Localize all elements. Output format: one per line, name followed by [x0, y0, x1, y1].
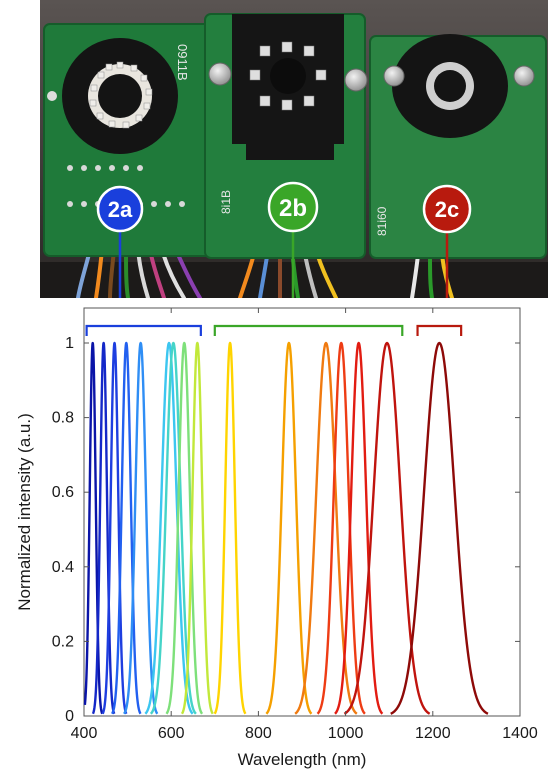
x-tick-label: 800	[245, 725, 272, 742]
board-code-a: 0911B	[175, 44, 190, 81]
spectrum-curve	[144, 341, 194, 715]
badge-2a-label: 2a	[108, 197, 133, 222]
badge-2b: 2b	[267, 181, 319, 298]
spectrum-curve	[101, 341, 128, 715]
group-bracket-2c	[416, 324, 463, 336]
badge-2a: 2a	[96, 185, 144, 298]
board-2c: 81i60	[369, 34, 547, 259]
y-tick-label: 0.2	[52, 633, 74, 650]
x-tick-label: 400	[71, 725, 98, 742]
led-boards-photo: 0911B 8i1B 81i	[40, 0, 548, 298]
spectrum-curve	[294, 341, 358, 715]
spectrum-curve	[343, 341, 431, 715]
x-tick-label: 1400	[502, 725, 538, 742]
spectrum-curve	[123, 341, 159, 715]
spectrum-curve	[83, 341, 104, 715]
spectrum-curve	[165, 341, 204, 715]
spectrum-curve	[91, 341, 116, 715]
board-code-c: 81i60	[375, 206, 389, 236]
spectrum-curve	[213, 341, 247, 715]
spectral-curves	[83, 341, 489, 715]
spectrum-curve	[390, 341, 489, 715]
x-axis-ticks: 400 600 800 1000 1200 1400	[71, 308, 538, 742]
badge-2b-label: 2b	[279, 195, 307, 222]
y-tick-label: 0.4	[52, 559, 74, 576]
y-axis-label: Normalized intensity (a.u.)	[15, 413, 34, 610]
badge-2c-label: 2c	[435, 197, 459, 222]
y-tick-label: 0.6	[52, 484, 74, 501]
led-square	[249, 41, 327, 111]
x-tick-label: 600	[158, 725, 185, 742]
y-tick-label: 1	[65, 335, 74, 352]
spectrum-curve	[111, 341, 142, 715]
board-code-b: 8i1B	[219, 190, 233, 214]
x-tick-label: 1200	[415, 725, 451, 742]
spectrum-curve	[149, 341, 197, 715]
led-ring	[89, 61, 153, 129]
y-tick-label: 0	[65, 708, 74, 725]
spectrum-curve	[265, 341, 313, 715]
group-bracket-2a	[85, 324, 202, 336]
y-axis-ticks: 0 0.2 0.4 0.6 0.8 1	[52, 335, 520, 725]
spectra-chart: 400 600 800 1000 1200 1400 0 0.2 0.4 0.6 0.8 1 Wav…	[15, 307, 538, 769]
board-2b: 8i1B	[204, 13, 368, 259]
spectrum-curve	[316, 341, 366, 715]
spectrum-curve	[180, 341, 214, 715]
group-bracket-2b	[213, 324, 404, 336]
group-markers	[85, 324, 463, 336]
spectrum-curve	[334, 341, 384, 715]
x-tick-label: 1000	[328, 725, 364, 742]
x-axis-label: Wavelength (nm)	[238, 750, 367, 769]
badge-2c: 2c	[422, 184, 472, 298]
y-tick-label: 0.8	[52, 410, 74, 427]
board-2a: 0911B	[43, 23, 213, 257]
